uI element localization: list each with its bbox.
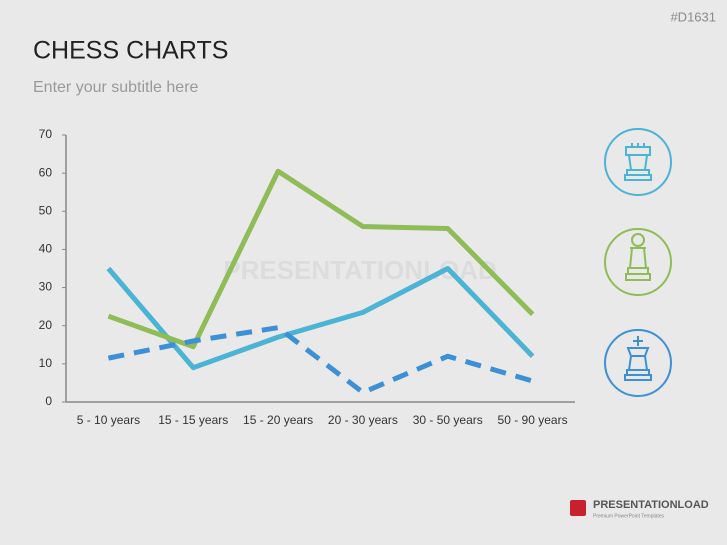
watermark: PRESENTATIONLOAD (223, 255, 496, 285)
logo-mark (570, 500, 586, 516)
chart-subtitle: Enter your subtitle here (33, 79, 199, 96)
king-icon (604, 329, 672, 397)
x-tick-label: 30 - 50 years (413, 413, 483, 427)
icons (604, 128, 672, 397)
x-tick-label: 50 - 90 years (498, 413, 568, 427)
y-tick-label: 20 (39, 318, 53, 332)
y-tick-label: 10 (39, 356, 53, 370)
x-tick-label: 20 - 30 years (328, 413, 398, 427)
chart-title: CHESS CHARTS (33, 37, 228, 65)
x-tick-label: 5 - 10 years (77, 413, 140, 427)
logo-text: PRESENTATIONLOAD (593, 499, 709, 511)
y-tick-label: 40 (39, 242, 53, 256)
y-tick-label: 0 (45, 394, 52, 408)
slide-code: #D1631 (670, 9, 716, 24)
y-tick-label: 70 (39, 127, 53, 141)
x-tick-label: 15 - 15 years (158, 413, 228, 427)
y-tick-label: 30 (39, 280, 53, 294)
rook-icon (604, 128, 672, 196)
series-line (106, 266, 535, 371)
x-tick-label: 15 - 20 years (243, 413, 313, 427)
pawn-icon (604, 228, 672, 296)
logo-tagline: Premium PowerPoint Templates (593, 513, 665, 519)
y-tick-label: 60 (39, 165, 53, 179)
plot: 0 10 20 30 40 50 60 70 5 - 10 years 15 - 15 years… (39, 127, 575, 427)
y-tick-label: 50 (39, 203, 53, 217)
series-line (107, 168, 535, 350)
